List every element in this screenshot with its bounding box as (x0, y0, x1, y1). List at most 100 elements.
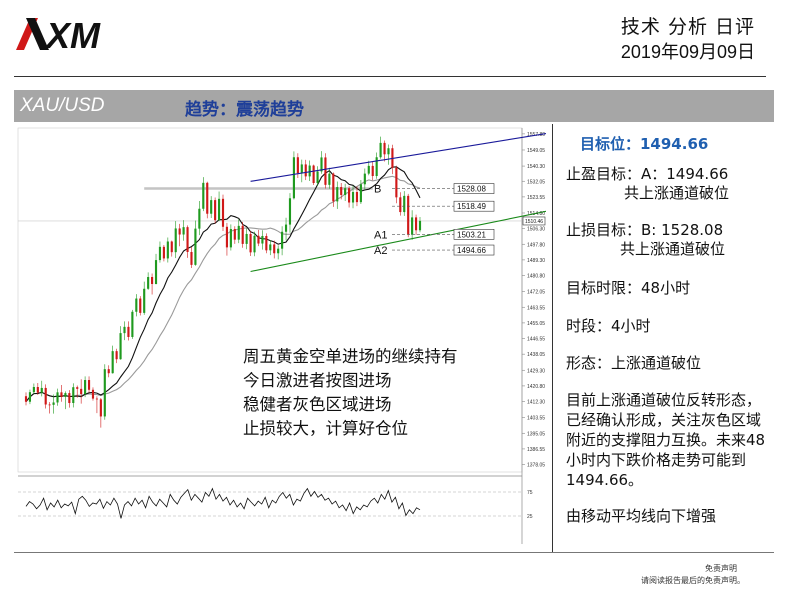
candle-body (320, 157, 323, 172)
candle-body (131, 311, 134, 337)
candle-body (249, 233, 252, 253)
take-profit-note: 共上涨通道破位 (624, 184, 730, 202)
candle-body (332, 173, 335, 202)
y-tick-label: 1523.55 (527, 195, 545, 201)
y-tick-label: 1497.80 (527, 242, 545, 248)
candle-body (186, 227, 189, 252)
candle-body (139, 298, 142, 313)
candle-body (127, 326, 130, 337)
candle-body (300, 164, 303, 174)
stop-loss-note: 共上涨通道破位 (620, 240, 726, 258)
header-divider (14, 76, 766, 77)
candle-body (158, 246, 162, 261)
candle-body (261, 235, 264, 244)
level-tag: B (374, 184, 381, 196)
candle-body (265, 235, 268, 251)
candle-body (418, 220, 422, 231)
y-tick-label: 1455.05 (527, 321, 545, 327)
description-line-1: 目前上涨通道破位反转形态， (566, 391, 762, 409)
y-tick-label: 1472.05 (527, 290, 545, 296)
last-price-label: 1510.46 (525, 219, 543, 225)
candle-body (24, 396, 28, 402)
symbol-label: XAU/USD (20, 95, 105, 116)
report-title: 技术 分析 日评 (620, 16, 755, 38)
candle-body (399, 197, 402, 213)
description-line-4: 小时内下跌价格走势可能到 (566, 451, 747, 469)
candle-body (210, 200, 213, 214)
level-value: 1528.08 (457, 185, 486, 194)
report-date: 2019年09月09日 (620, 42, 755, 62)
candle-body (336, 187, 339, 202)
candle-body (344, 188, 347, 195)
pattern: 形态：上涨通道破位 (566, 354, 702, 372)
candle-body (371, 165, 374, 177)
y-tick-label: 1386.55 (527, 447, 545, 453)
chart-annotation: 止损较大，计算好仓位 (243, 419, 408, 438)
candle-body (351, 192, 355, 203)
candle-body (387, 148, 390, 155)
candle-body (36, 387, 39, 393)
y-tick-label: 1514.80 (527, 211, 545, 217)
candle-body (359, 184, 362, 203)
candle-body (107, 369, 110, 374)
candle-body (154, 260, 158, 284)
y-tick-label: 1395.05 (527, 431, 545, 437)
level-box (453, 200, 495, 212)
candle-body (324, 157, 327, 185)
chart-annotation: 今日激进者按图进场 (243, 371, 392, 390)
candle-body (194, 228, 197, 265)
oscillator-level-label: 25 (527, 514, 533, 520)
candle-body (76, 387, 79, 389)
candle-body (217, 198, 221, 221)
candle-body (91, 389, 95, 399)
candle-body (414, 217, 418, 231)
candle-body (312, 165, 315, 184)
candle-body (296, 157, 299, 174)
candle-body (103, 369, 106, 417)
stop-loss-line: 止损目标：B: 1528.08 (566, 221, 724, 239)
candle-body (411, 217, 414, 235)
timeframe: 时段：4小时 (566, 317, 651, 335)
candle-body (328, 173, 331, 185)
candle-body (60, 392, 63, 397)
candle-body (257, 235, 260, 244)
upper-channel-line (250, 133, 546, 182)
y-tick-label: 1403.55 (527, 416, 545, 422)
candle-body (367, 165, 370, 174)
candle-body (56, 392, 59, 403)
oscillator-line (25, 487, 421, 519)
time-horizon: 目标时限：48小时 (566, 279, 691, 297)
oscillator-level-label: 75 (527, 490, 533, 496)
candle-body (277, 248, 280, 254)
level-value: 1518.49 (457, 202, 486, 211)
level-box (453, 229, 495, 240)
candle-body (111, 351, 114, 374)
candle-body (225, 226, 229, 248)
candle-body (68, 393, 71, 404)
y-tick-label: 1412.30 (527, 400, 545, 406)
candle-body (340, 187, 343, 195)
description-line-2: 已经确认形成，关注灰色区域 (566, 411, 762, 429)
logo-text: XM (44, 15, 101, 54)
candle-body (202, 182, 205, 209)
candle-body (375, 157, 378, 177)
y-tick-label: 1446.55 (527, 337, 545, 343)
candle-body (383, 142, 386, 155)
candle-body (87, 380, 91, 390)
candle-body (355, 192, 359, 203)
candle-body (269, 244, 272, 251)
candle-body (40, 387, 43, 393)
candle-body (407, 195, 410, 235)
candle-body (84, 380, 87, 395)
candle-body (80, 388, 83, 395)
y-tick-label: 1549.05 (527, 148, 545, 154)
candle-body (170, 241, 173, 253)
candle-body (281, 231, 284, 249)
candle-body (166, 241, 169, 259)
candle-body (174, 228, 177, 253)
candle-body (52, 402, 55, 405)
candle-body (206, 182, 209, 214)
level-box (453, 244, 495, 256)
candle-body (198, 208, 201, 229)
take-profit-line: 止盈目标：A：1494.66 (566, 165, 729, 183)
